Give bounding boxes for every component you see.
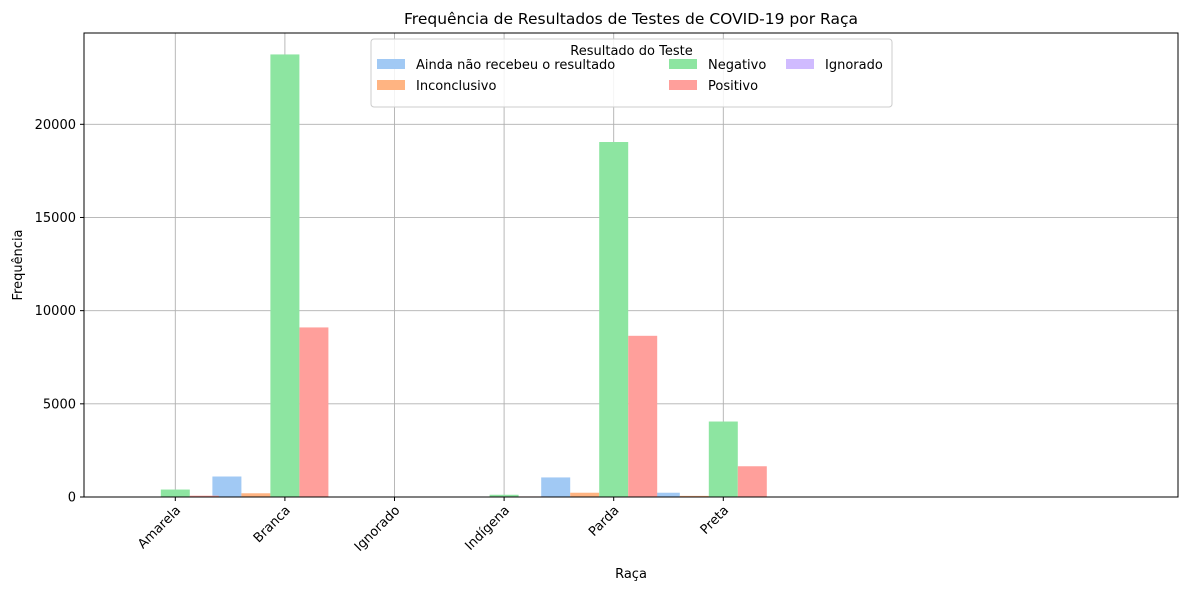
x-tick-label: Ignorado bbox=[352, 503, 404, 555]
legend-entry: Negativo bbox=[708, 58, 766, 73]
legend-swatch bbox=[377, 80, 405, 90]
legend-entry: Ainda não recebeu o resultado bbox=[416, 58, 615, 73]
chart-title: Frequência de Resultados de Testes de CO… bbox=[404, 10, 858, 28]
y-tick-label: 20000 bbox=[35, 118, 76, 133]
x-tick-label: Preta bbox=[698, 503, 732, 537]
bar bbox=[679, 495, 709, 497]
bar bbox=[708, 421, 738, 497]
x-axis-label: Raça bbox=[615, 567, 647, 582]
y-tick-label: 0 bbox=[68, 491, 76, 506]
bar bbox=[299, 327, 329, 497]
legend-entry: Positivo bbox=[708, 79, 758, 94]
bar bbox=[737, 466, 767, 497]
legend-title: Resultado do Teste bbox=[570, 44, 692, 59]
y-axis-label: Frequência bbox=[11, 229, 26, 300]
legend-entry: Inconclusivo bbox=[416, 79, 496, 94]
bar bbox=[628, 335, 658, 497]
legend-swatch bbox=[377, 59, 405, 69]
x-tick-label: Indígena bbox=[462, 503, 512, 553]
legend-swatch bbox=[669, 80, 697, 90]
y-tick-label: 15000 bbox=[35, 211, 76, 226]
x-tick-label: Amarela bbox=[135, 503, 184, 552]
legend-swatch bbox=[669, 59, 697, 69]
bar bbox=[599, 142, 629, 497]
bar bbox=[241, 493, 271, 497]
bar bbox=[212, 476, 242, 497]
legend-entry: Ignorado bbox=[825, 58, 883, 73]
plot-frame bbox=[83, 32, 1179, 498]
bar bbox=[160, 489, 190, 497]
y-tick-label: 5000 bbox=[43, 397, 76, 412]
bar bbox=[541, 477, 571, 497]
x-tick-label: Parda bbox=[586, 503, 622, 539]
y-tick-label: 10000 bbox=[35, 304, 76, 319]
bar bbox=[270, 54, 300, 497]
bar bbox=[189, 495, 219, 497]
legend-box bbox=[370, 38, 893, 108]
bar bbox=[650, 492, 680, 497]
x-tick-label: Branca bbox=[251, 503, 294, 546]
bars bbox=[102, 54, 767, 497]
legend-swatch bbox=[786, 59, 814, 69]
bar bbox=[570, 492, 600, 497]
bar bbox=[489, 494, 519, 497]
